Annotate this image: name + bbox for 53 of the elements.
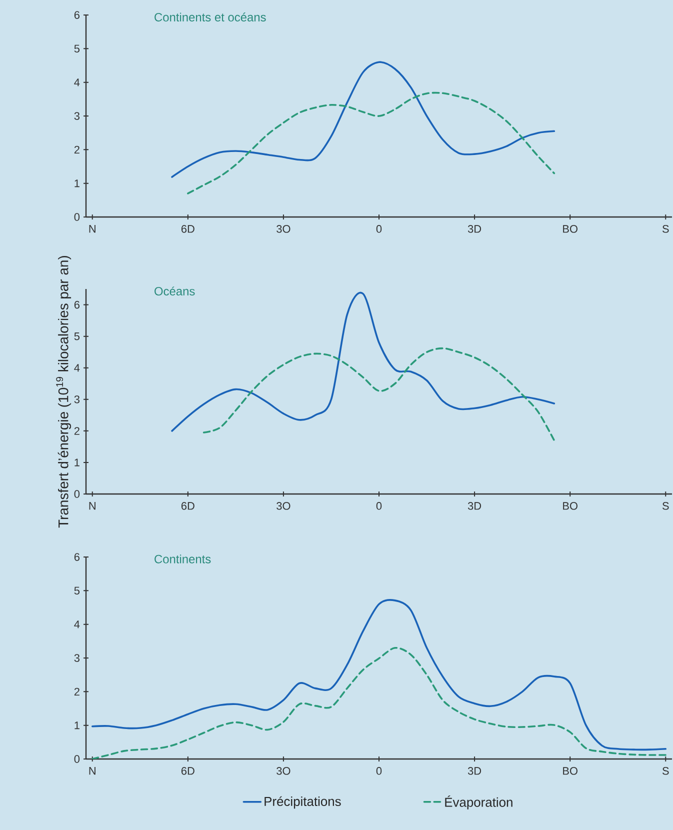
y-tick-label: 5 bbox=[74, 332, 80, 340]
chart-title: Océans bbox=[154, 286, 195, 296]
y-tick-label: 4 bbox=[74, 620, 80, 628]
chart-title: Continents bbox=[154, 554, 211, 564]
y-tick-label: 2 bbox=[74, 688, 80, 696]
y-tick-label: 4 bbox=[74, 364, 80, 372]
line-series bbox=[91, 646, 667, 760]
x-tick-label: BO bbox=[563, 502, 578, 510]
x-tick-label: S bbox=[662, 225, 669, 233]
x-tick-label: S bbox=[662, 502, 669, 510]
y-tick-label: 0 bbox=[74, 755, 80, 763]
y-tick-label: 1 bbox=[74, 180, 80, 188]
x-tick-label: 3D bbox=[468, 502, 482, 510]
x-tick-label: N bbox=[89, 225, 96, 233]
x-tick-label: 3D bbox=[468, 225, 482, 233]
line-series bbox=[187, 92, 556, 194]
y-axis-title: Transfert d’énergie (10$^{19}$ kilocalories par an) bbox=[56, 256, 72, 528]
legend-label: Évaporation bbox=[445, 796, 512, 810]
x-tick-label: 0 bbox=[376, 225, 382, 233]
x-tick-label: BO bbox=[563, 225, 578, 233]
y-tick-label: 6 bbox=[74, 553, 80, 561]
x-tick-label: 0 bbox=[376, 502, 382, 510]
legend-label: Précipitations bbox=[264, 796, 341, 809]
x-tick-label: BO bbox=[563, 767, 578, 775]
x-tick-label: 3O bbox=[276, 225, 290, 233]
y-tick-label: 4 bbox=[74, 78, 80, 86]
x-tick-label: N bbox=[89, 502, 96, 510]
y-tick-label: 3 bbox=[74, 654, 80, 662]
x-tick-label: 3D bbox=[468, 767, 482, 775]
x-tick-label: N bbox=[89, 767, 96, 775]
x-tick-label: S bbox=[662, 767, 669, 775]
y-tick-label: 1 bbox=[74, 458, 80, 466]
line-series bbox=[202, 347, 556, 442]
x-tick-label: 6D bbox=[181, 225, 194, 233]
y-tick-label: 5 bbox=[74, 586, 80, 595]
y-tick-label: 6 bbox=[74, 11, 80, 19]
y-tick-label: 5 bbox=[74, 44, 80, 53]
y-tick-label: 2 bbox=[74, 427, 80, 435]
line-series bbox=[171, 61, 556, 178]
x-tick-label: 6D bbox=[181, 502, 194, 510]
y-tick-label: 2 bbox=[74, 146, 80, 154]
y-tick-label: 0 bbox=[74, 213, 80, 221]
y-tick-label: 3 bbox=[74, 112, 80, 120]
x-tick-label: 3O bbox=[276, 502, 290, 510]
chart-title: Continents et océans bbox=[154, 12, 266, 22]
line-series bbox=[91, 599, 667, 751]
y-tick-label: 3 bbox=[74, 396, 80, 404]
x-tick-label: 0 bbox=[376, 767, 382, 775]
y-tick-label: 0 bbox=[74, 490, 80, 498]
y-tick-label: 6 bbox=[74, 300, 80, 309]
x-tick-label: 6D bbox=[181, 767, 194, 775]
y-tick-label: 1 bbox=[74, 722, 80, 730]
x-tick-label: 3O bbox=[276, 767, 290, 775]
